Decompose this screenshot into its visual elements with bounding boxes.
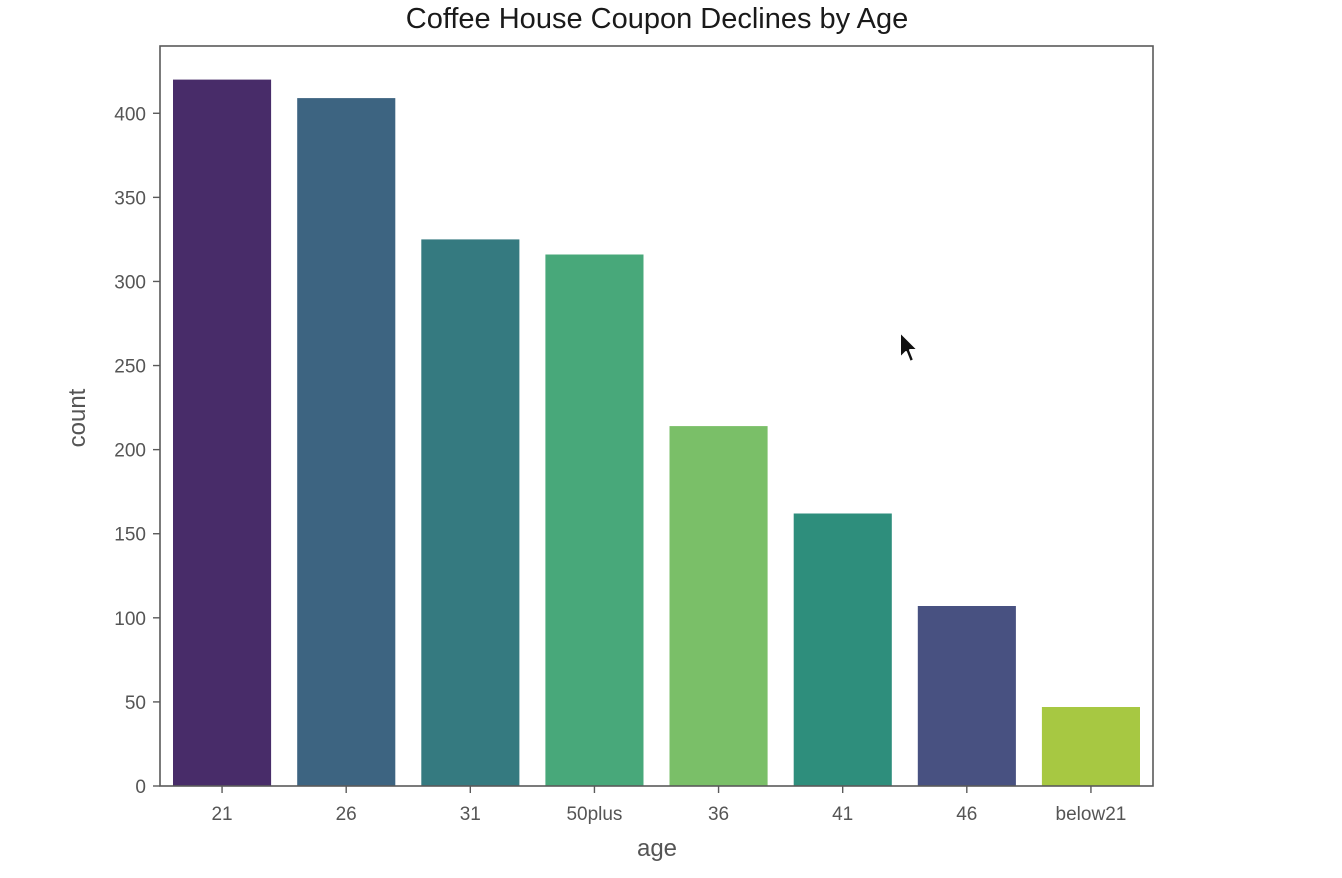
bar-36	[669, 426, 768, 786]
x-axis-label: age	[637, 835, 677, 862]
y-tick-label: 0	[135, 777, 146, 798]
x-tick-label: below21	[1056, 804, 1127, 825]
x-tick-label: 46	[956, 804, 977, 825]
y-tick-label: 100	[114, 609, 146, 630]
y-axis-label: count	[64, 388, 91, 447]
bar-26	[297, 98, 396, 787]
y-axis: 0 50 100 150 200 250 300 350 400	[114, 104, 160, 798]
mouse-pointer-icon	[899, 331, 919, 363]
x-tick-label: 36	[708, 804, 729, 825]
bar-46	[917, 606, 1016, 786]
y-tick-label: 250	[114, 357, 146, 378]
y-tick-label: 150	[114, 525, 146, 546]
y-tick-label: 400	[114, 104, 146, 125]
x-tick-label: 21	[211, 804, 232, 825]
x-axis: 21 26 31 50plus 36 41 46 below21	[211, 786, 1126, 825]
y-tick-label: 300	[114, 272, 146, 293]
y-tick-label: 50	[125, 693, 146, 714]
bar-50plus	[545, 254, 644, 786]
chart-title: Coffee House Coupon Declines by Age	[406, 3, 908, 35]
plot-frame	[159, 45, 1154, 787]
bars-group	[173, 79, 1140, 787]
y-tick-label: 350	[114, 188, 146, 209]
x-tick-label: 41	[832, 804, 853, 825]
bar-21	[173, 79, 272, 787]
bar-below21	[1041, 707, 1140, 786]
x-tick-label: 26	[336, 804, 357, 825]
y-tick-label: 200	[114, 441, 146, 462]
x-tick-label: 50plus	[566, 804, 622, 825]
bar-41	[793, 513, 892, 786]
bar-31	[421, 239, 520, 786]
x-tick-label: 31	[460, 804, 481, 825]
